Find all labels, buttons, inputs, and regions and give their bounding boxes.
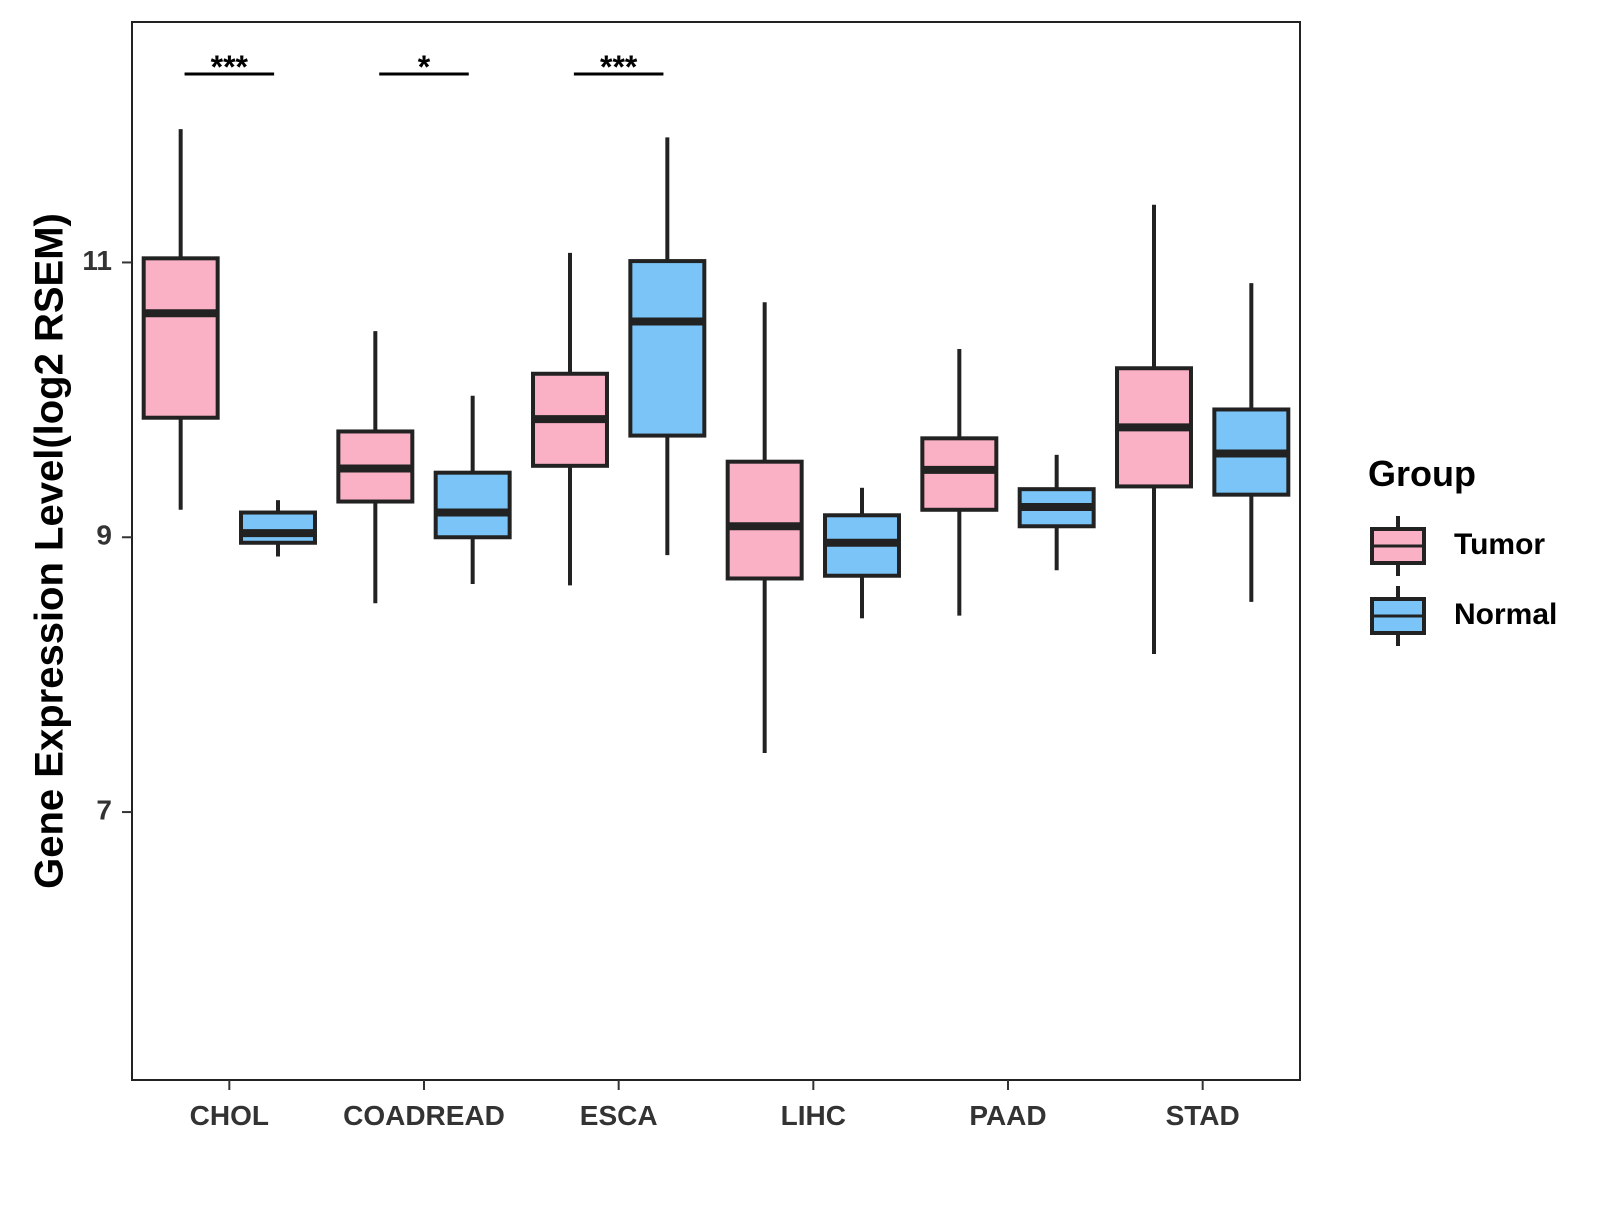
- box-iqr: [433, 470, 512, 540]
- legend-label-normal: Normal: [1454, 598, 1557, 631]
- significance-label: *: [418, 49, 431, 85]
- box-lihc-tumor: [725, 302, 804, 753]
- y-tick-label: 9: [96, 520, 112, 551]
- plot-panel-border: [131, 21, 1301, 1081]
- x-tick-label-coadread: COADREAD: [343, 1100, 505, 1131]
- box-iqr: [141, 256, 220, 420]
- legend-label-tumor: Tumor: [1454, 528, 1545, 561]
- x-tick-label-esca: ESCA: [580, 1100, 658, 1131]
- legend: Group Tumor Normal: [1368, 453, 1557, 646]
- legend-item-normal: Normal: [1370, 586, 1557, 646]
- box-iqr: [628, 259, 707, 438]
- significance-chol: ***: [184, 49, 275, 85]
- box-chol-normal: [239, 500, 317, 557]
- significance-annotations: *** * ***: [184, 49, 664, 85]
- box-paad-tumor: [920, 349, 999, 616]
- box-coadread-tumor: [336, 331, 415, 604]
- y-tick-label: 11: [82, 245, 112, 276]
- y-axis-title: Gene Expression Level(log2 RSEM): [28, 213, 72, 889]
- y-axis: 7 9 11: [82, 245, 132, 825]
- box-paad-normal: [1017, 454, 1096, 571]
- legend-item-tumor: Tumor: [1370, 516, 1545, 576]
- x-tick-label-paad: PAAD: [969, 1100, 1046, 1131]
- box-iqr: [920, 436, 999, 512]
- box-esca-normal: [628, 137, 707, 556]
- x-tick-label-chol: CHOL: [190, 1100, 269, 1131]
- x-tick-label-lihc: LIHC: [781, 1100, 846, 1131]
- x-axis: CHOL COADREAD ESCA LIHC PAAD STAD: [190, 1080, 1240, 1131]
- box-lihc-normal: [823, 487, 901, 619]
- box-esca-tumor: [531, 252, 609, 586]
- plot-area: [141, 129, 1291, 753]
- box-iqr: [239, 510, 317, 545]
- significance-label: ***: [211, 49, 249, 85]
- box-chol-tumor: [141, 129, 220, 510]
- box-stad-normal: [1212, 283, 1291, 602]
- box-stad-tumor: [1115, 204, 1193, 655]
- significance-esca: ***: [573, 49, 664, 85]
- y-tick-label: 7: [96, 794, 112, 825]
- significance-coadread: *: [379, 49, 469, 85]
- significance-label: ***: [600, 49, 638, 85]
- x-tick-label-stad: STAD: [1166, 1100, 1240, 1131]
- box-iqr: [725, 459, 804, 581]
- box-coadread-normal: [433, 395, 512, 584]
- legend-title: Group: [1368, 453, 1476, 494]
